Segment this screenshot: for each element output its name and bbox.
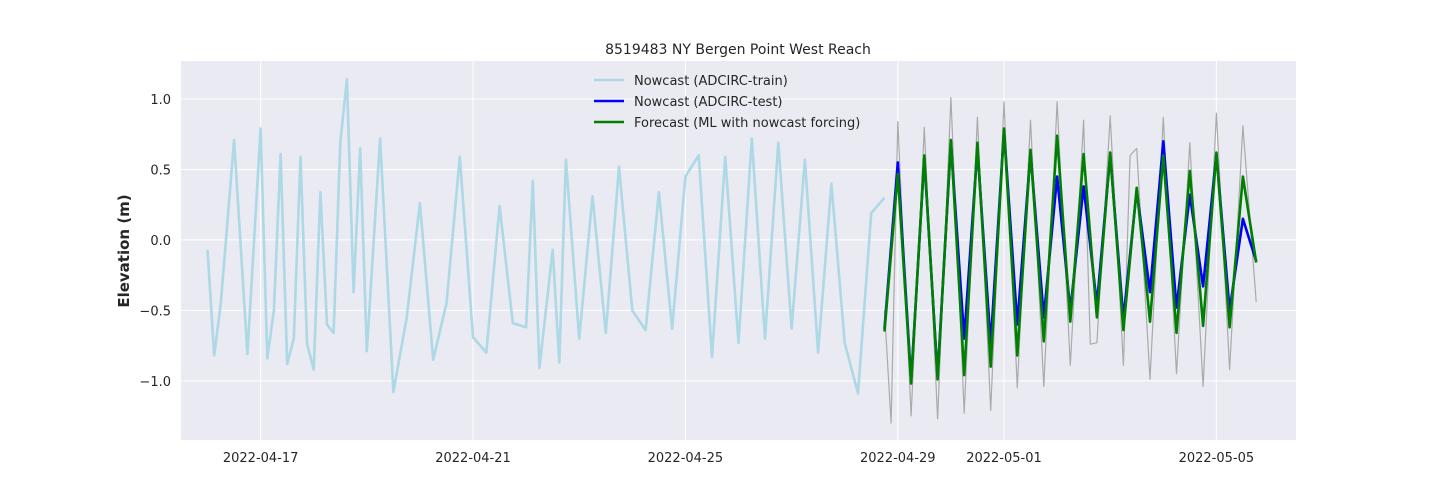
- y-tick-label: 0.5: [150, 163, 171, 178]
- legend: Nowcast (ADCIRC-train) Nowcast (ADCIRC-te…: [594, 74, 860, 131]
- x-tick-label: 2022-04-29: [860, 451, 936, 466]
- x-tick-label: 2022-05-05: [1179, 451, 1255, 466]
- x-tick-label: 2022-04-21: [435, 451, 511, 466]
- legend-label: Nowcast (ADCIRC-train): [634, 74, 788, 89]
- x-tick-label: 2022-05-01: [966, 451, 1042, 466]
- series-layer: [206, 78, 1258, 424]
- y-tick-label: 0.0: [150, 234, 171, 249]
- legend-label: Nowcast (ADCIRC-test): [634, 95, 783, 110]
- x-tick-label: 2022-04-17: [223, 451, 299, 466]
- chart-title: 8519483 NY Bergen Point West Reach: [605, 42, 871, 58]
- gridlines: [181, 61, 1296, 440]
- y-tick-label: −0.5: [139, 304, 171, 319]
- x-tick-label: 2022-04-25: [648, 451, 724, 466]
- y-tick-label: 1.0: [150, 93, 171, 108]
- legend-label: Forecast (ML with nowcast forcing): [634, 116, 860, 131]
- y-tick-label: −1.0: [139, 375, 171, 390]
- series-line-2: [883, 127, 1258, 385]
- y-axis-ticks: 1.0 0.5 0.0 −0.5 −1.0: [139, 93, 171, 390]
- series-line-0: [206, 78, 886, 395]
- y-axis-label: Elevation (m): [115, 194, 133, 307]
- x-axis-ticks: 2022-04-17 2022-04-21 2022-04-25 2022-04-29…: [223, 451, 1254, 466]
